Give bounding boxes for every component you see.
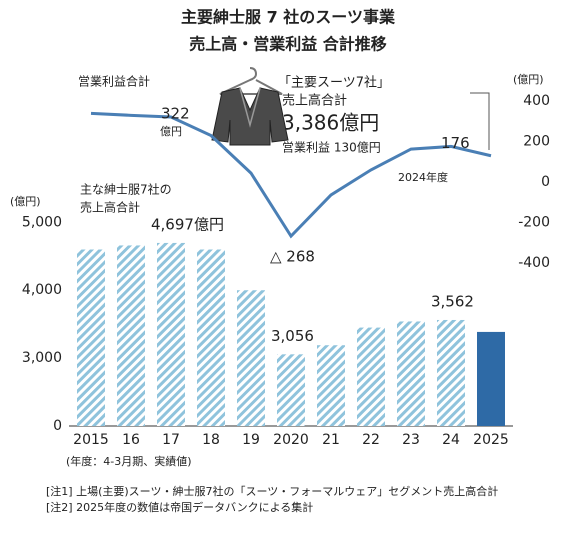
series-name: 営業利益合計: [78, 74, 150, 89]
value-label: 3,056: [271, 327, 314, 345]
y2-unit: (億円): [513, 73, 544, 86]
x-note: (年度：4-3月期、実績値): [66, 454, 192, 468]
connector: [470, 92, 490, 150]
bar: [117, 245, 145, 426]
annotation: 「主要スーツ7社」: [278, 75, 390, 91]
x-tick-label: 23: [402, 432, 420, 448]
note: [注1] 上場(主要)スーツ・紳士服7社の「スーツ・フォーマルウェア」セグメント…: [46, 484, 498, 498]
value-label: 322: [161, 104, 190, 122]
x-tick-label: 19: [242, 432, 260, 448]
y-tick-label: 5,000: [22, 214, 62, 230]
line: [90, 111, 492, 239]
x-tick-label: 2025: [473, 432, 509, 448]
y2-tick-label: 400: [523, 93, 550, 109]
y2-tick-label: -400: [518, 255, 550, 271]
annotation: 2024年度: [398, 170, 448, 184]
bar: [437, 319, 465, 426]
annotation: 3,386億円: [282, 111, 379, 135]
y-tick-label: 3,000: [22, 350, 62, 366]
value-label: 176: [441, 134, 470, 152]
bar: [317, 345, 345, 426]
x-tick-label: 24: [442, 432, 460, 448]
y-unit: (億円): [10, 195, 41, 208]
y2-tick-label: 200: [523, 134, 550, 150]
x-tick-label: 21: [322, 432, 340, 448]
annotation: 億円: [160, 125, 182, 138]
x-tick-label: 16: [122, 432, 140, 448]
note: [注2] 2025年度の数値は帝国データバンクによる集計: [46, 500, 313, 514]
series-name: 売上高合計: [80, 200, 140, 215]
bar: [277, 354, 305, 426]
y-tick-label: 0: [53, 418, 62, 434]
x-tick-label: 2015: [73, 432, 109, 448]
y-tick-label: 4,000: [22, 282, 62, 298]
x-tick-label: 17: [162, 432, 180, 448]
bar: [397, 321, 425, 426]
bar: [197, 249, 225, 426]
x-tick-label: 22: [362, 432, 380, 448]
value-label: △ 268: [270, 248, 315, 266]
value-label: 3,562: [431, 292, 474, 310]
annotation: 営業利益 130億円: [282, 141, 381, 155]
bar: [477, 331, 505, 426]
annotation: 売上高合計: [282, 93, 347, 109]
chart-subtitle: 売上高・営業利益 合計推移: [189, 35, 387, 54]
bar: [237, 290, 265, 426]
series-name: 主な紳士服7社の: [80, 182, 172, 197]
jacket-icon: [211, 67, 289, 146]
x-tick-label: 18: [202, 432, 220, 448]
chart-title: 主要紳士服 7 社のスーツ事業: [181, 8, 396, 27]
x-tick-label: 2020: [273, 432, 309, 448]
bar: [157, 242, 185, 426]
bar: [77, 249, 105, 426]
y2-tick-label: -200: [518, 214, 550, 230]
value-label: 4,697億円: [151, 215, 224, 233]
bar: [357, 327, 385, 426]
y2-tick-label: 0: [541, 174, 550, 190]
